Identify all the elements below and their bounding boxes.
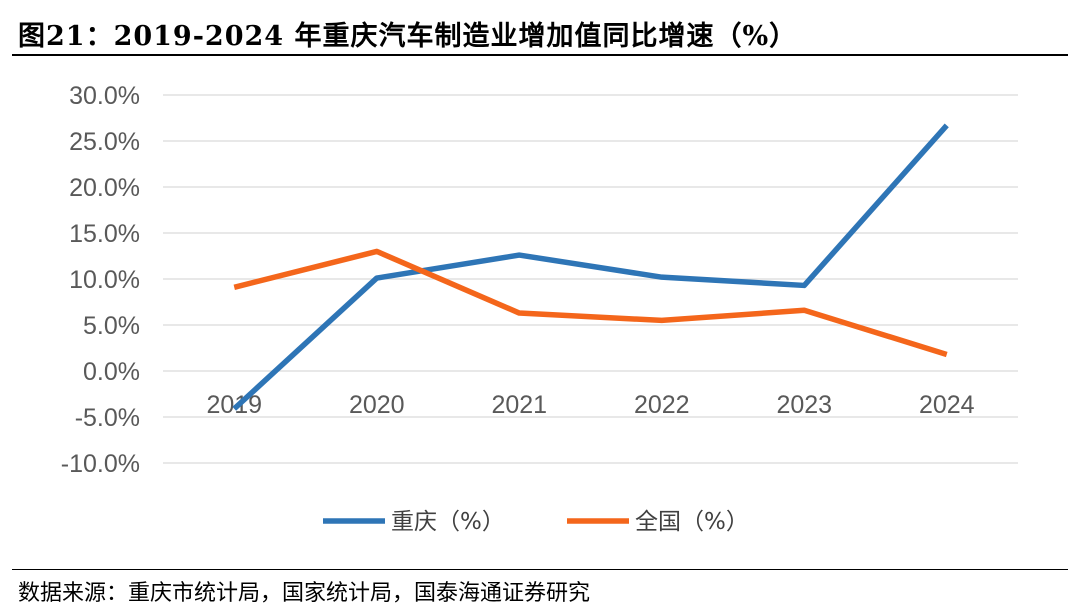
y-tick-label: 10.0% (69, 266, 140, 294)
source-divider (12, 569, 1068, 570)
data-source-note: 数据来源：重庆市统计局，国家统计局，国泰海通证券研究 (18, 581, 591, 606)
series-lines (232, 123, 949, 411)
figure-title: 图21：2019-2024 年重庆汽车制造业增加值同比增速（%） (18, 21, 798, 52)
series-line-chongqing (232, 123, 949, 411)
gridlines (163, 94, 1018, 464)
legend-label: 全国（%） (635, 509, 749, 535)
x-tick-label: 2022 (634, 391, 690, 419)
legend-label: 重庆（%） (391, 509, 505, 535)
y-tick-label: -5.0% (75, 404, 140, 432)
x-tick-label: 2020 (349, 391, 405, 419)
x-tick-label: 2021 (491, 391, 547, 419)
x-tick-label: 2023 (776, 391, 832, 419)
series-line-national (233, 248, 948, 358)
line-chart: 30.0% 25.0% 20.0% 15.0% 10.0% 5.0% 0.0% -5.0% -1… (61, 82, 1018, 535)
y-tick-label: 30.0% (69, 82, 140, 110)
y-axis-tick-labels: 30.0% 25.0% 20.0% 15.0% 10.0% 5.0% 0.0% -5.0% -1… (61, 82, 140, 478)
legend: 重庆（%） 全国（%） (323, 509, 749, 535)
y-tick-label: 0.0% (83, 358, 140, 386)
y-tick-label: 15.0% (69, 220, 140, 248)
x-tick-label: 2024 (919, 391, 975, 419)
y-tick-label: 5.0% (83, 312, 140, 340)
y-tick-label: -10.0% (61, 450, 140, 478)
y-tick-label: 25.0% (69, 128, 140, 156)
x-axis-tick-labels: 2019 2020 2021 2022 2023 2024 (206, 391, 974, 419)
title-divider (12, 54, 1068, 56)
y-tick-label: 20.0% (69, 174, 140, 202)
